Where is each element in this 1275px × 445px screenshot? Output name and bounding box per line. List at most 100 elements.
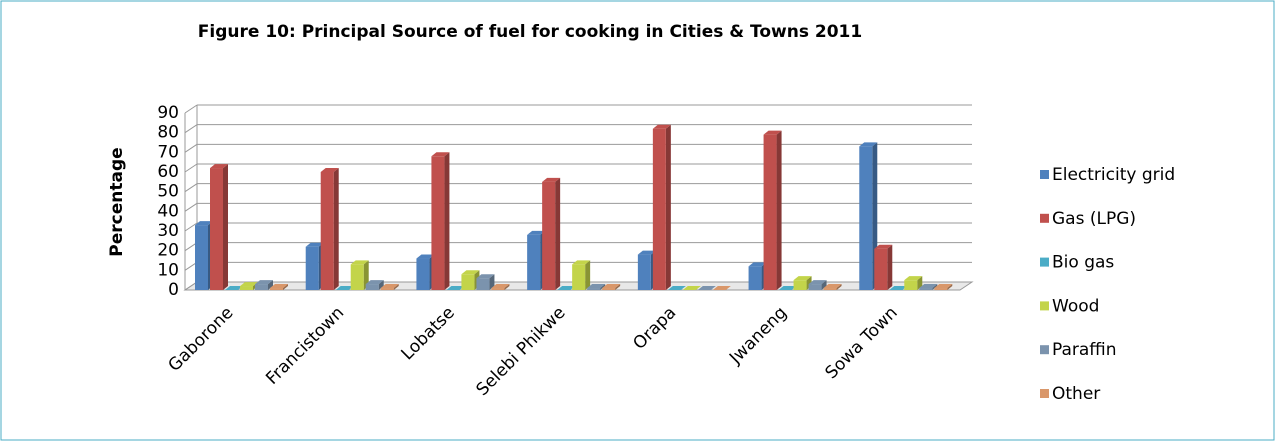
bar-top (380, 284, 399, 289)
bar-side (504, 284, 510, 290)
bar-top (320, 168, 339, 172)
y-tick-label: 90 (157, 103, 179, 123)
y-tick-label: 60 (157, 162, 179, 182)
bar (874, 248, 888, 290)
bar-top (682, 286, 701, 290)
bar (431, 156, 445, 290)
bar (542, 181, 556, 290)
bar-side (600, 284, 606, 290)
bar-side (917, 276, 923, 290)
bar-side (393, 284, 399, 290)
chart-title: Figure 10: Principal Source of fuel for … (198, 22, 862, 42)
bar (240, 286, 253, 290)
bar-top (587, 284, 606, 289)
legend-label: Wood (1052, 296, 1099, 316)
bar (491, 288, 505, 290)
bar (320, 172, 334, 290)
bar (637, 254, 651, 290)
bar-top (225, 286, 243, 290)
bar-top (874, 244, 893, 249)
y-tick-label: 80 (157, 123, 179, 143)
bar-top (335, 286, 354, 290)
bar (748, 266, 762, 290)
bar-top (557, 286, 576, 290)
bar-side (776, 130, 782, 290)
y-tick-label: 20 (157, 241, 179, 261)
grid-diagonal (184, 124, 198, 134)
y-tick-label: 50 (157, 182, 179, 202)
bar (476, 278, 490, 290)
bar (934, 288, 948, 290)
bar-side (555, 177, 561, 290)
x-tick-label: Sowa Town (821, 303, 901, 383)
bar-side (947, 284, 953, 290)
bar-side (932, 284, 938, 290)
bar-top (350, 260, 369, 265)
bar (602, 288, 616, 290)
legend-swatch (1040, 301, 1049, 311)
legend-label: Electricity grid (1052, 165, 1175, 185)
bar-top (461, 270, 480, 275)
legend-label: Gas (LPG) (1052, 209, 1136, 229)
bar-top (416, 254, 435, 259)
bar-top (270, 284, 288, 289)
bar-top (859, 142, 878, 147)
bar (270, 288, 283, 290)
bar-side (615, 284, 621, 290)
y-tick-label: 70 (157, 142, 179, 162)
bar-top (808, 280, 827, 285)
legend-swatch (1040, 345, 1049, 355)
bar-top (365, 280, 384, 285)
bar-top (637, 250, 656, 255)
bar-top (712, 286, 731, 290)
legend-swatch (1040, 213, 1049, 223)
bar-top (572, 260, 591, 265)
bar (859, 146, 873, 290)
grid-diagonal (184, 222, 198, 232)
bar-top (305, 242, 324, 247)
y-tick-label: 30 (157, 221, 179, 241)
bar (904, 280, 918, 290)
bar-side (283, 284, 288, 290)
legend-label: Paraffin (1052, 340, 1117, 360)
bar-side (836, 284, 842, 290)
x-tick-label: Lobatse (398, 303, 459, 364)
grid-diagonal (184, 163, 198, 173)
bar-top (889, 286, 908, 290)
legend-label: Other (1052, 384, 1100, 404)
bar-top (748, 262, 767, 267)
bar (195, 225, 208, 290)
bar-side (887, 244, 893, 290)
bar (587, 288, 601, 290)
bar-top (793, 276, 812, 281)
bar-side (363, 260, 369, 290)
x-tick-label: Selebi Phikwe (472, 303, 569, 400)
bar-top (934, 284, 953, 289)
x-tick-label: Francistown (262, 303, 348, 389)
bar-top (904, 276, 923, 281)
bar-top (823, 284, 842, 289)
bar (793, 280, 807, 290)
bar-top (667, 286, 686, 290)
bar-side (665, 124, 671, 290)
bar-side (333, 168, 339, 290)
bar (572, 264, 586, 290)
bar-top (431, 152, 450, 157)
bar (305, 246, 319, 290)
bar (652, 128, 666, 290)
x-tick-label: Orapa (629, 303, 680, 354)
bar-side (585, 260, 591, 290)
bar-top (652, 124, 671, 129)
grid-diagonal (184, 202, 198, 212)
legend-label: Bio gas (1052, 253, 1114, 273)
bar-top (919, 284, 938, 289)
bar-top (527, 230, 546, 235)
bar-side (268, 280, 273, 290)
y-tick-label: 10 (157, 260, 179, 280)
grid-diagonal (184, 143, 198, 153)
bar-top (697, 286, 716, 290)
bar-top (476, 274, 495, 279)
bar (365, 284, 379, 290)
